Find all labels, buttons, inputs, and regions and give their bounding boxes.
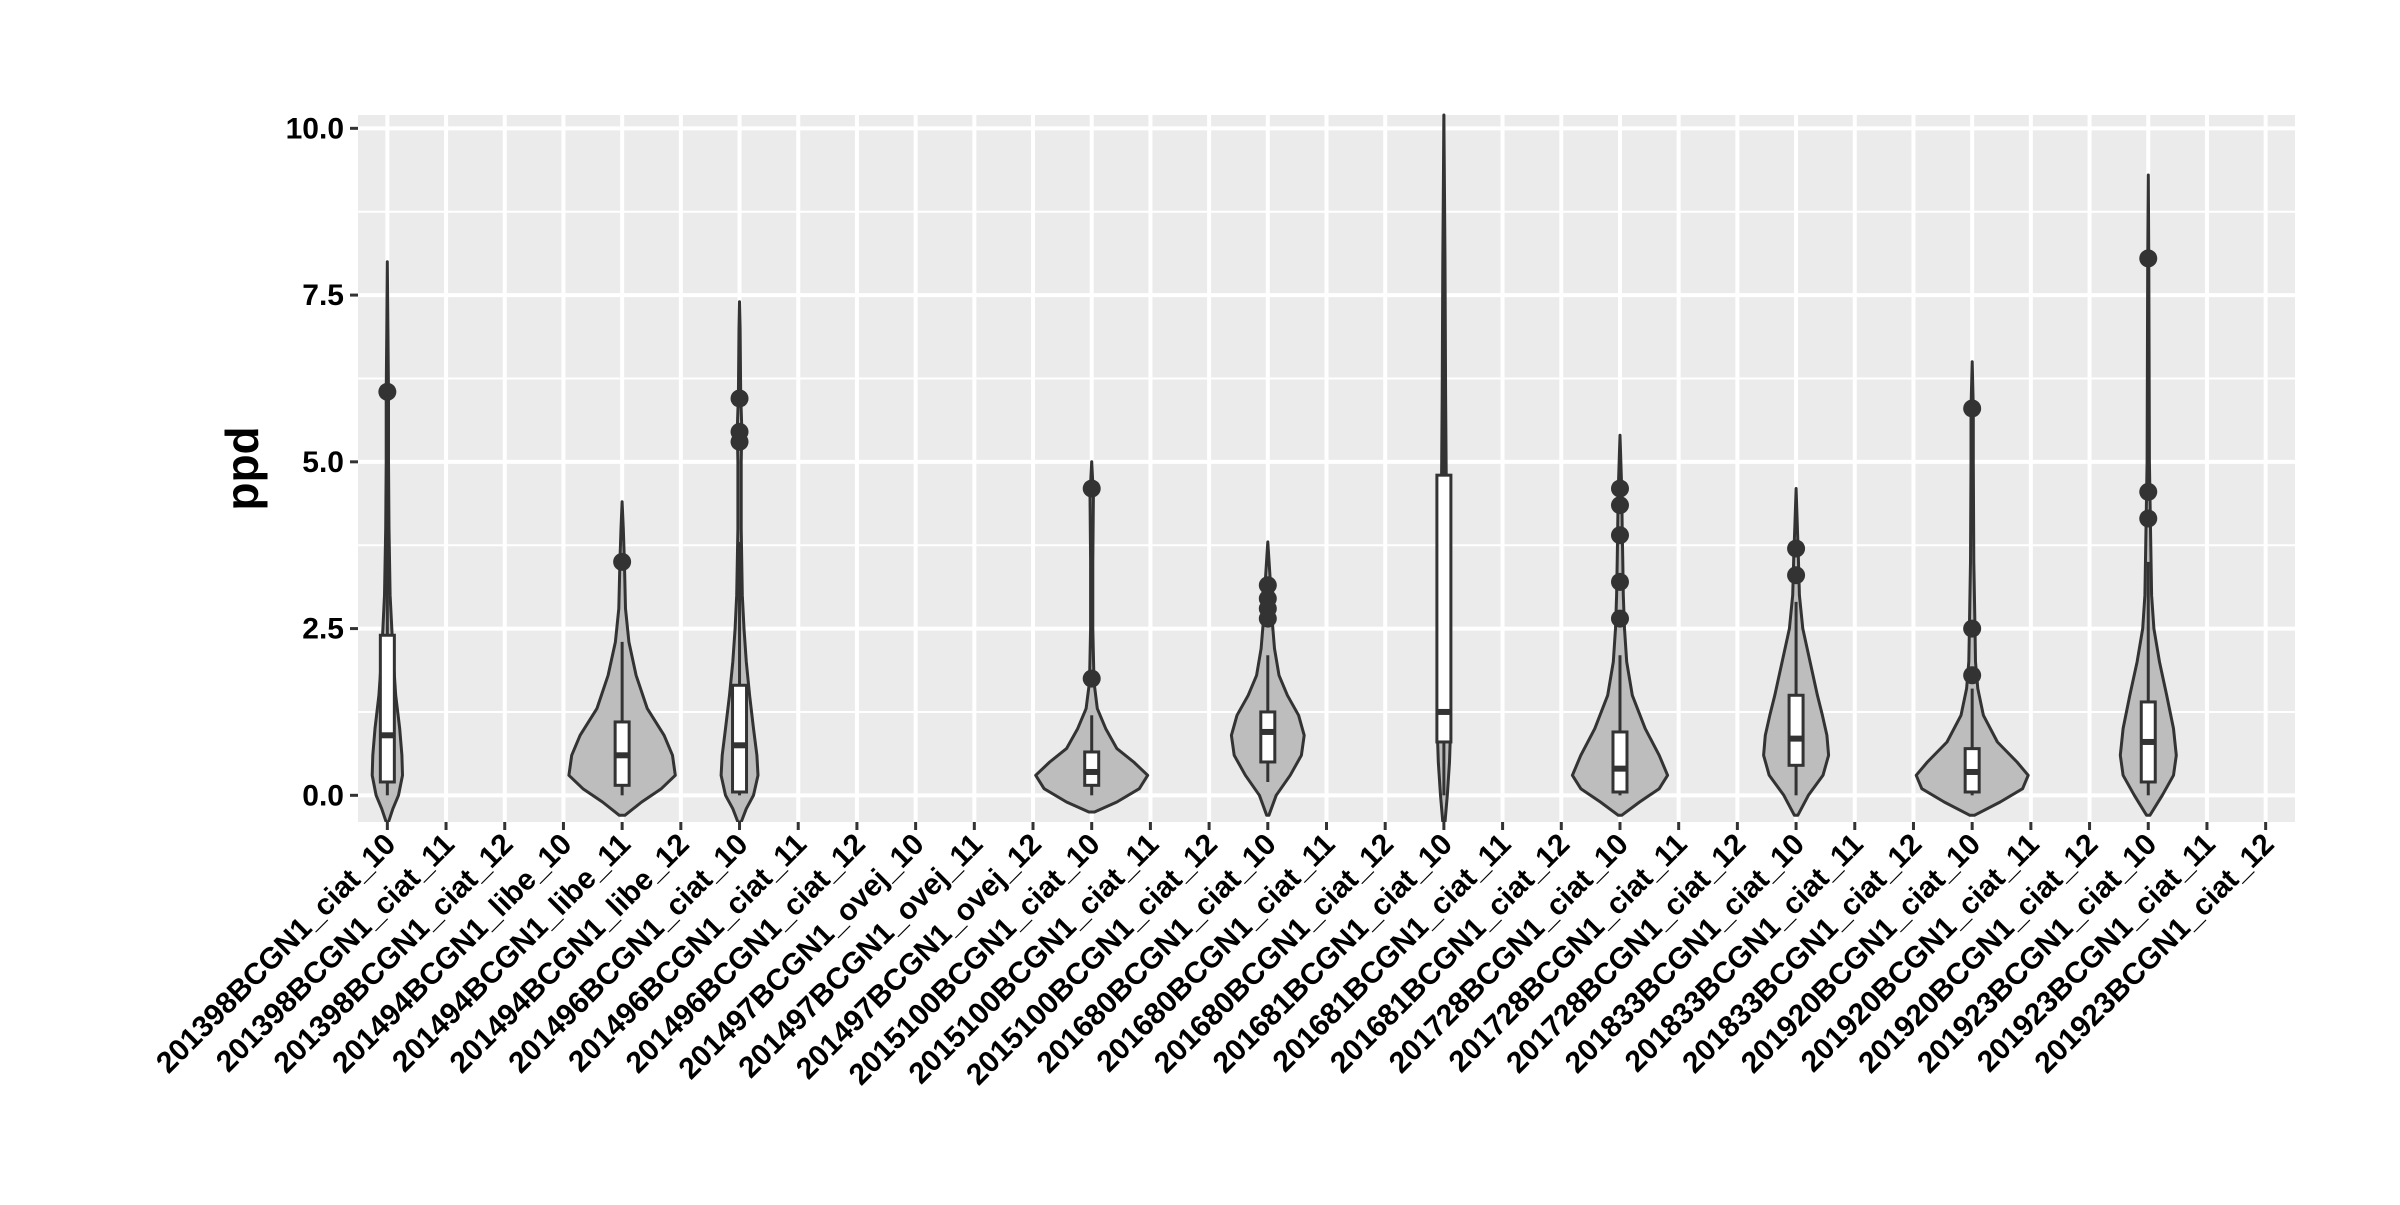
iqr-box [378,633,396,784]
outlier-point [1610,479,1629,498]
y-tick-label: 2.5 [302,613,344,646]
outlier-point [1787,539,1806,558]
violin-group [2118,173,2178,817]
iqr-box [731,683,749,794]
iqr-box [1787,693,1805,767]
y-tick-label: 5.0 [302,446,344,479]
outlier-point [1787,566,1806,585]
outlier-point [1963,399,1982,418]
violin-group [1914,360,2030,817]
violin-group [1034,460,1150,814]
outlier-point [730,389,749,408]
violin-group [1570,433,1670,817]
violin-group [567,500,677,817]
y-tick-label: 10.0 [286,112,344,145]
y-axis: 0.0 2.5 5.0 7.5 10.0 [286,112,358,812]
outlier-point [613,552,632,571]
y-tick-label: 0.0 [302,779,344,812]
outlier-point [1258,576,1277,595]
outlier-point [1963,619,1982,638]
violin-group [1229,540,1306,817]
violin-group [1762,487,1831,817]
outlier-point [730,432,749,451]
outlier-point [1610,572,1629,591]
outlier-point [2139,249,2158,268]
outlier-point [1963,666,1982,685]
outlier-point [1082,669,1101,688]
y-axis-title: ppd [216,426,268,510]
iqr-box [1611,730,1629,794]
violin-group [370,260,404,822]
outlier-point [1610,609,1629,628]
violins [370,113,2178,822]
outlier-point [378,382,397,401]
iqr-box [1083,750,1101,787]
iqr-box [1259,710,1277,764]
violin-group [1435,113,1453,822]
outlier-point [2139,482,2158,501]
violin-shape [1034,460,1150,814]
outlier-point [1258,609,1277,628]
outlier-point [1082,479,1101,498]
outlier-point [1610,526,1629,545]
violin-shape [1914,360,2030,817]
y-tick-label: 7.5 [302,279,344,312]
iqr-box [1435,473,1453,744]
outlier-point [1610,496,1629,515]
x-axis: 201398BCGN1_ciat_10201398BCGN1_ciat_1120… [150,822,2281,1092]
outlier-point [2139,509,2158,528]
violin-group [719,300,760,822]
